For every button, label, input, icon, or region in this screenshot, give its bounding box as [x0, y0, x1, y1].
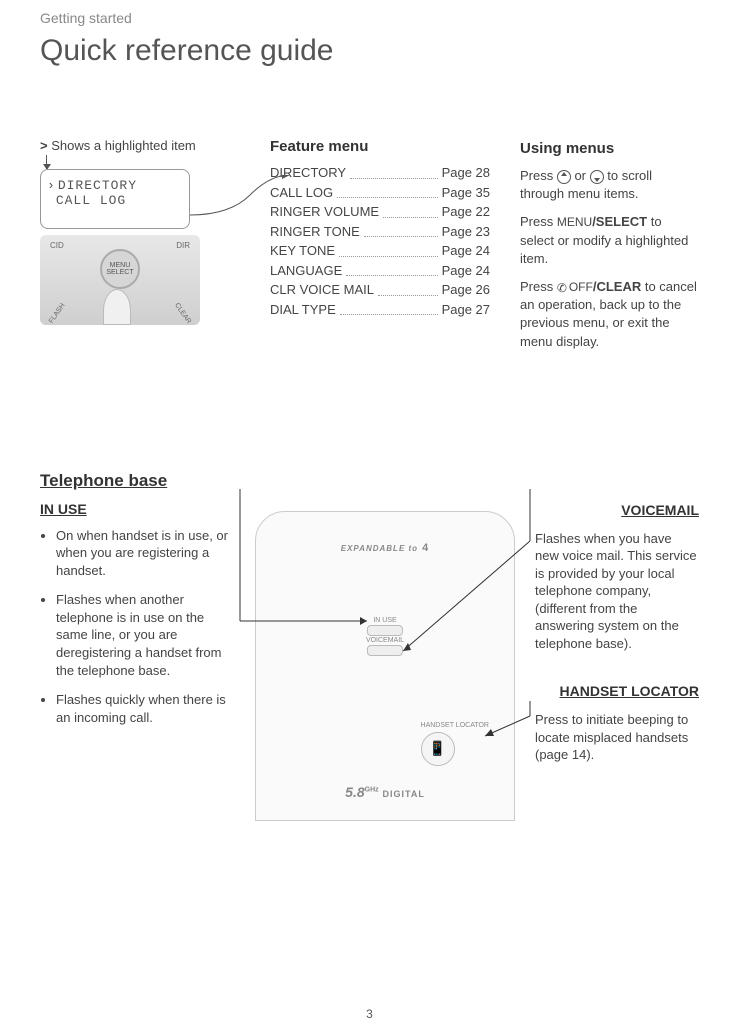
nav-down-icon	[590, 170, 604, 184]
menu-item: LANGUAGEPage 24	[270, 261, 490, 281]
base-device-illustration: EXPANDABLE to IN USE VOICEMAIL HANDSET L…	[255, 511, 515, 821]
voicemail-led	[367, 645, 403, 656]
menu-item: DIRECTORYPage 28	[270, 163, 490, 183]
hand-cursor-icon	[103, 289, 131, 325]
lcd-line-1: DIRECTORY	[47, 178, 183, 193]
handset-locator-heading: HANDSET LOCATOR	[535, 682, 699, 701]
using-menus-p2: Press MENU/SELECT to select or modify a …	[520, 213, 699, 268]
handset-locator-button[interactable]: 📱	[421, 732, 455, 766]
voicemail-heading: VOICEMAIL	[535, 501, 699, 520]
highlight-column: > Shows a highlighted item DIRECTORY CAL…	[40, 138, 240, 325]
lcd-line-2: CALL LOG	[47, 193, 183, 208]
using-menus-column: Using menus Press or to scroll through m…	[520, 138, 699, 361]
in-use-bullet: Flashes when another telephone is in use…	[56, 591, 235, 679]
expandable-label: EXPANDABLE to	[341, 542, 429, 554]
menu-item: CLR VOICE MAILPage 26	[270, 280, 490, 300]
menu-select-button[interactable]: MENUSELECT	[100, 249, 140, 289]
menu-item: CALL LOGPage 35	[270, 183, 490, 203]
using-menus-p1: Press or to scroll through menu items.	[520, 167, 699, 203]
handset-icon: 📱	[429, 740, 446, 757]
locator-label: HANDSET LOCATOR	[421, 722, 489, 729]
page-title: Quick reference guide	[40, 34, 699, 68]
using-menus-heading: Using menus	[520, 138, 699, 159]
menu-item: RINGER VOLUMEPage 22	[270, 202, 490, 222]
handset-locator-body: Press to initiate beeping to locate misp…	[535, 711, 699, 764]
lcd-screen: DIRECTORY CALL LOG	[40, 169, 190, 229]
in-use-led	[367, 625, 403, 636]
in-use-bullet: Flashes quickly when there is an incomin…	[56, 691, 235, 726]
telephone-base-heading: Telephone base	[40, 471, 699, 491]
nav-up-icon	[557, 170, 571, 184]
feature-menu-list: DIRECTORYPage 28 CALL LOGPage 35 RINGER …	[270, 163, 490, 319]
using-menus-p3: Press OFF/CLEAR to cancel an operation, …	[520, 278, 699, 351]
highlight-note-text: Shows a highlighted item	[51, 138, 196, 153]
menu-item: KEY TONEPage 24	[270, 241, 490, 261]
feature-menu-heading: Feature menu	[270, 138, 490, 155]
page-number: 3	[366, 1007, 373, 1021]
in-use-led-label: IN USE	[373, 617, 396, 624]
in-use-column: IN USE On when handset is in use, or whe…	[40, 501, 235, 738]
phone-off-icon	[557, 282, 569, 294]
highlight-note: > Shows a highlighted item	[40, 138, 240, 153]
arrow-down-icon	[46, 155, 47, 169]
in-use-heading: IN USE	[40, 501, 235, 517]
feature-menu-column: Feature menu DIRECTORYPage 28 CALL LOGPa…	[270, 138, 490, 319]
cid-label: CID	[50, 241, 64, 250]
gt-symbol: >	[40, 138, 48, 153]
in-use-bullet: On when handset is in use, or when you a…	[56, 527, 235, 580]
breadcrumb: Getting started	[40, 10, 699, 26]
voicemail-body: Flashes when you have new voice mail. Th…	[535, 530, 699, 653]
voicemail-led-label: VOICEMAIL	[366, 637, 404, 644]
brand-label: 5.8GHz DIGITAL	[345, 784, 425, 800]
handset-keypad-image: CID DIR MENUSELECT FLASH CLEAR	[40, 235, 200, 325]
flash-label: FLASH	[48, 302, 67, 324]
menu-item: RINGER TONEPage 23	[270, 222, 490, 242]
dir-label: DIR	[176, 241, 190, 250]
menu-item: DIAL TYPEPage 27	[270, 300, 490, 320]
right-callouts-column: VOICEMAIL Flashes when you have new voic…	[535, 501, 699, 794]
clear-label: CLEAR	[173, 302, 192, 325]
base-device-column: EXPANDABLE to IN USE VOICEMAIL HANDSET L…	[255, 501, 515, 821]
